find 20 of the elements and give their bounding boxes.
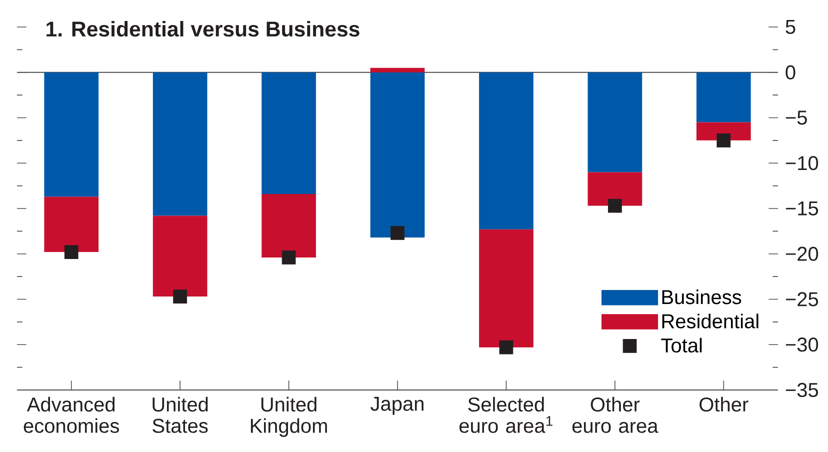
x-tick-label: Selected euro area$^{1}$ (459, 396, 552, 433)
x-tick-label: United States (152, 396, 208, 433)
y-tick-label: −10 (786, 156, 818, 170)
y-tick-label: −20 (786, 246, 818, 261)
y-tick-label: −35 (786, 382, 818, 398)
legend-label: Total (661, 338, 702, 353)
x-tick-label: Other euro area (572, 396, 658, 433)
y-tick-label: −5 (786, 110, 807, 125)
legend-label: Business (662, 290, 742, 304)
y-tick-label: −15 (786, 202, 818, 216)
y-tick-label: 0 (786, 65, 796, 80)
y-tick-label: −25 (786, 292, 818, 306)
y-tick-label: −30 (786, 338, 818, 352)
chart-title: 1. Residential versus Business (46, 20, 360, 37)
x-tick-label: United Kingdom (250, 396, 327, 437)
x-tick-label: Advanced economies (24, 396, 119, 433)
x-tick-label: Other (700, 396, 748, 412)
y-tick-label: 5 (786, 20, 796, 34)
legend-label: Residential (662, 314, 758, 328)
x-tick-label: Japan (370, 396, 424, 415)
